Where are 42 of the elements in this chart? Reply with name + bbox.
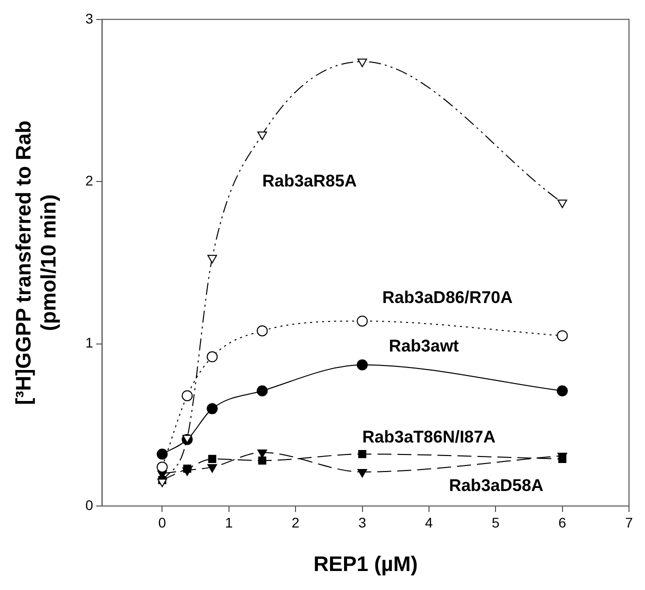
- y-tick-label: 1: [85, 334, 94, 351]
- series-label: Rab3awt: [388, 336, 460, 356]
- point: [206, 403, 218, 414]
- point: [206, 351, 218, 362]
- x-tick-label: 7: [625, 514, 634, 530]
- x-tick-label: 1: [224, 514, 233, 530]
- series-label: Rab3aD86/R70A: [382, 288, 513, 308]
- series-label: Rab3aD58A: [448, 476, 544, 496]
- y-axis-title: [³H]GGPP transferred to Rab (pmol/10 min): [12, 120, 61, 405]
- point: [258, 456, 266, 465]
- point: [207, 254, 218, 264]
- point: [557, 200, 568, 208]
- point: [207, 464, 218, 473]
- x-tick-label: 6: [558, 514, 566, 530]
- point: [356, 359, 368, 370]
- point: [183, 464, 192, 473]
- y-tick-label: 0: [85, 496, 94, 513]
- x-tick-label: 3: [358, 514, 366, 530]
- point: [357, 58, 368, 68]
- point: [257, 132, 268, 140]
- y-tick-label: 2: [85, 172, 94, 188]
- x-tick-label: 5: [492, 514, 500, 530]
- point: [358, 450, 366, 458]
- x-axis-title: REP1 (µM): [313, 553, 418, 576]
- point: [156, 448, 168, 460]
- point: [256, 385, 268, 396]
- series-label: Rab3aR85A: [262, 171, 357, 190]
- point: [356, 316, 368, 327]
- point: [257, 449, 268, 458]
- x-tick-label: 0: [158, 514, 166, 530]
- y-tick-label: 3: [85, 10, 94, 26]
- x-tick-label: 2: [292, 514, 300, 530]
- series-label: Rab3aT86N/I87A: [362, 428, 496, 447]
- point: [156, 462, 168, 473]
- point: [208, 454, 216, 463]
- point: [157, 478, 168, 488]
- point: [556, 385, 568, 396]
- point: [556, 330, 568, 342]
- x-tick-label: 4: [425, 514, 434, 530]
- point: [357, 468, 368, 478]
- point: [256, 325, 268, 336]
- point: [182, 390, 193, 402]
